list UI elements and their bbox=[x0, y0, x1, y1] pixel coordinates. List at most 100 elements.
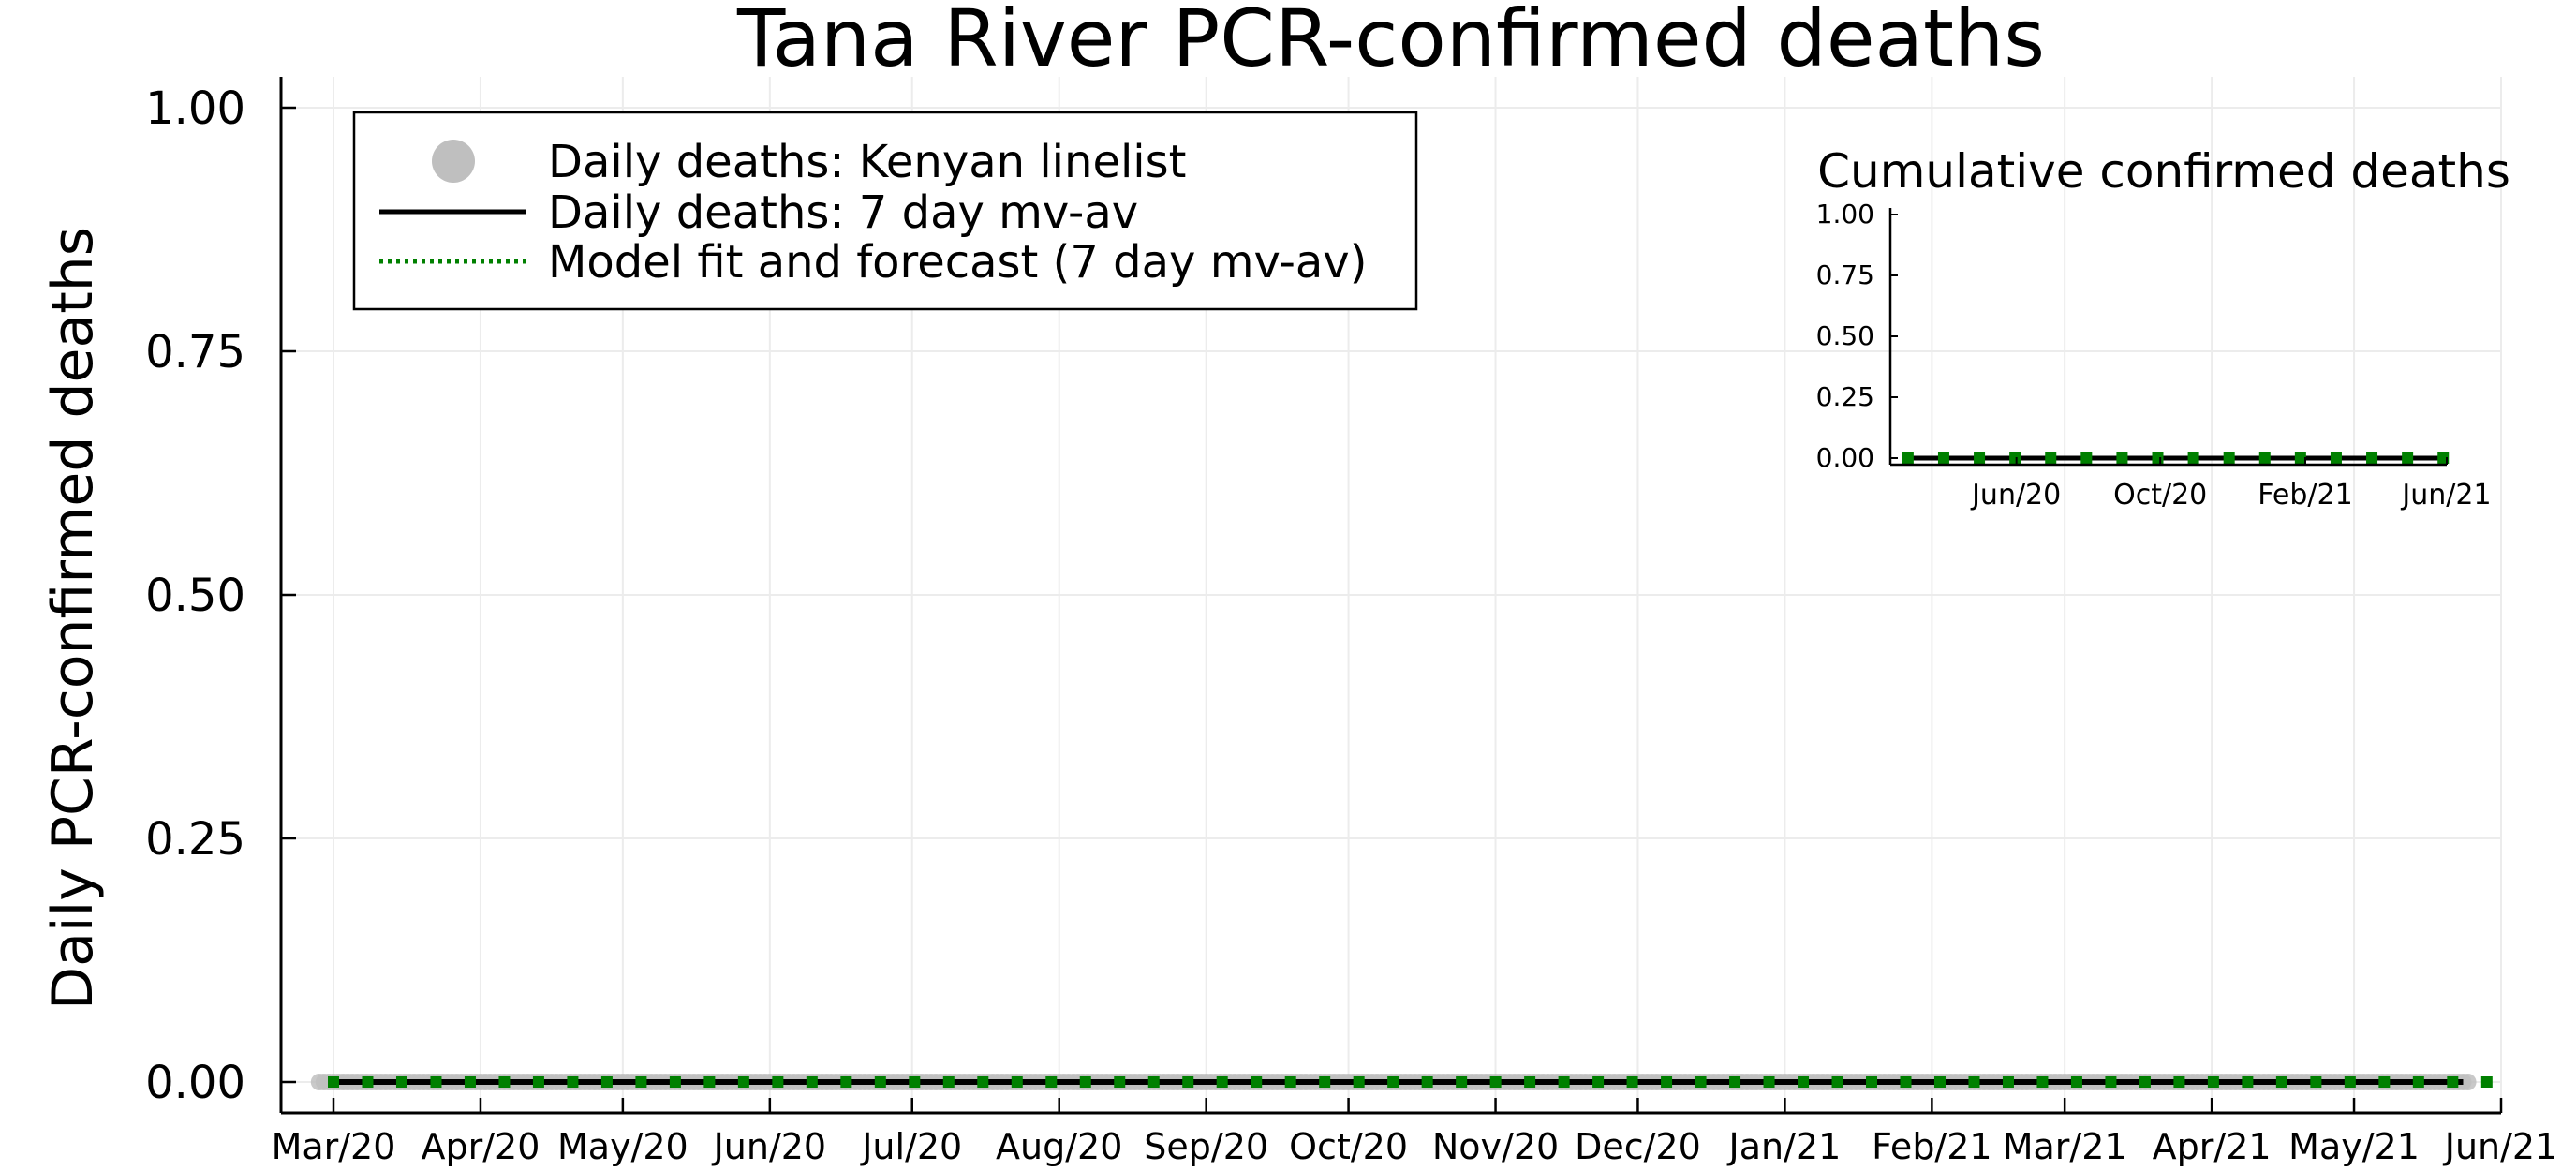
model-point bbox=[1353, 1076, 1365, 1088]
model-point bbox=[567, 1076, 579, 1088]
inset-y-tick-label: 1.00 bbox=[1816, 199, 1874, 230]
x-tick-label: Apr/21 bbox=[2153, 1126, 2272, 1167]
model-point bbox=[2275, 1076, 2287, 1088]
y-tick-label: 0.25 bbox=[145, 813, 245, 866]
legend-box bbox=[352, 111, 1418, 311]
chart-title: Tana River PCR-confirmed deaths bbox=[736, 0, 2045, 84]
inset-axes: 0.00 0.25 0.50 0.75 1.00 Jun/20 Oct/20 Feb/21 Ju… bbox=[1816, 199, 2492, 511]
inset-marks bbox=[1902, 452, 2450, 464]
inset-title: Cumulative confirmed deaths bbox=[1817, 144, 2510, 199]
inset-x-tick-label: Feb/21 bbox=[2258, 479, 2352, 511]
inset-y-tick-label: 0.75 bbox=[1816, 259, 1874, 290]
model-point bbox=[1011, 1076, 1023, 1088]
model-point bbox=[635, 1076, 647, 1088]
inset-model-point bbox=[1974, 452, 1986, 464]
model-point bbox=[1900, 1076, 1912, 1088]
model-point bbox=[2002, 1076, 2014, 1088]
model-point bbox=[1114, 1076, 1126, 1088]
data-point bbox=[2459, 1074, 2477, 1090]
legend-label: Model fit and forecast (7 day mv-av) bbox=[548, 236, 1367, 289]
inset-model-point bbox=[2402, 452, 2414, 464]
model-point bbox=[1284, 1076, 1296, 1088]
y-tick-label: 1.00 bbox=[145, 82, 245, 135]
model-point bbox=[1866, 1076, 1878, 1088]
model-point bbox=[1763, 1076, 1775, 1088]
model-point bbox=[1251, 1076, 1263, 1088]
x-tick-label: Jul/20 bbox=[860, 1126, 962, 1167]
x-tick-label: Mar/20 bbox=[272, 1126, 396, 1167]
model-point bbox=[772, 1076, 784, 1088]
inset-model-point bbox=[2187, 452, 2199, 464]
model-point bbox=[2242, 1076, 2254, 1088]
legend-marker-scatter bbox=[432, 140, 475, 183]
model-point bbox=[2207, 1076, 2219, 1088]
inset-plot: Cumulative confirmed deaths 0.00 0.25 0.50… bbox=[1816, 144, 2510, 511]
x-tick-label: May/21 bbox=[2288, 1126, 2420, 1167]
model-point bbox=[2447, 1076, 2459, 1088]
inset-model-point bbox=[1937, 452, 1949, 464]
model-point bbox=[2378, 1076, 2391, 1088]
x-tick-label: Dec/20 bbox=[1575, 1126, 1701, 1167]
model-point bbox=[1626, 1076, 1638, 1088]
model-point bbox=[2480, 1076, 2493, 1088]
x-tick-label: Mar/21 bbox=[2003, 1126, 2127, 1167]
inset-y-tick-label: 0.25 bbox=[1816, 381, 1874, 412]
main-plot: 0.00 0.25 0.50 0.75 1.00 Mar/20 Apr/20 May/20 Ju… bbox=[40, 0, 2557, 1167]
inset-y-tick-label: 0.50 bbox=[1816, 320, 1874, 351]
model-point bbox=[2344, 1076, 2356, 1088]
model-point bbox=[1558, 1076, 1570, 1088]
x-tick-label: Jan/21 bbox=[1727, 1126, 1842, 1167]
model-point bbox=[1933, 1076, 1946, 1088]
model-point bbox=[1387, 1076, 1399, 1088]
model-point bbox=[2036, 1076, 2049, 1088]
x-tick-label: Apr/20 bbox=[422, 1126, 540, 1167]
inset-y-tick-label: 0.00 bbox=[1816, 442, 1874, 473]
model-point bbox=[1831, 1076, 1843, 1088]
inset-model-point bbox=[2116, 452, 2128, 464]
y-axis-label: Daily PCR-confirmed deaths bbox=[40, 227, 106, 1010]
model-point bbox=[1798, 1076, 1810, 1088]
main-marks bbox=[310, 1074, 2493, 1090]
model-point bbox=[1489, 1076, 1502, 1088]
y-tick-label: 0.00 bbox=[145, 1057, 245, 1109]
model-point bbox=[328, 1076, 339, 1088]
model-point bbox=[1456, 1076, 1468, 1088]
inset-x-tick-label: Jun/21 bbox=[2400, 479, 2491, 511]
model-point bbox=[909, 1076, 921, 1088]
inset-model-point bbox=[2080, 452, 2093, 464]
legend-label: Daily deaths: 7 day mv-av bbox=[548, 186, 1138, 239]
inset-model-point bbox=[2045, 452, 2057, 464]
model-point bbox=[1319, 1076, 1331, 1088]
y-tick-label: 0.50 bbox=[145, 570, 245, 622]
x-tick-label: May/20 bbox=[557, 1126, 688, 1167]
model-point bbox=[874, 1076, 886, 1088]
model-point bbox=[2105, 1076, 2117, 1088]
inset-x-tick-label: Jun/20 bbox=[1970, 479, 2061, 511]
model-point bbox=[464, 1076, 476, 1088]
x-tick-label: Jun/21 bbox=[2443, 1126, 2558, 1167]
legend-label: Daily deaths: Kenyan linelist bbox=[548, 136, 1186, 188]
x-tick-label: Nov/20 bbox=[1432, 1126, 1559, 1167]
x-tick-label: Feb/21 bbox=[1872, 1126, 1991, 1167]
model-point bbox=[2310, 1076, 2322, 1088]
model-point bbox=[1421, 1076, 1433, 1088]
model-point bbox=[1661, 1076, 1673, 1088]
model-point bbox=[1524, 1076, 1536, 1088]
y-tick-label: 0.75 bbox=[145, 326, 245, 378]
model-point bbox=[1968, 1076, 1980, 1088]
inset-model-point bbox=[1902, 452, 1914, 464]
model-point bbox=[669, 1076, 681, 1088]
model-point bbox=[977, 1076, 989, 1088]
model-point bbox=[1695, 1076, 1707, 1088]
inset-model-point bbox=[2258, 452, 2271, 464]
model-point bbox=[1147, 1076, 1160, 1088]
x-tick-label: Aug/20 bbox=[996, 1126, 1122, 1167]
model-point bbox=[498, 1076, 511, 1088]
model-point bbox=[1729, 1076, 1741, 1088]
legend: Daily deaths: Kenyan linelist Daily deat… bbox=[352, 111, 1418, 311]
inset-model-point bbox=[2294, 452, 2306, 464]
model-point bbox=[1079, 1076, 1091, 1088]
model-point bbox=[806, 1076, 818, 1088]
x-tick-label: Jun/20 bbox=[712, 1126, 827, 1167]
